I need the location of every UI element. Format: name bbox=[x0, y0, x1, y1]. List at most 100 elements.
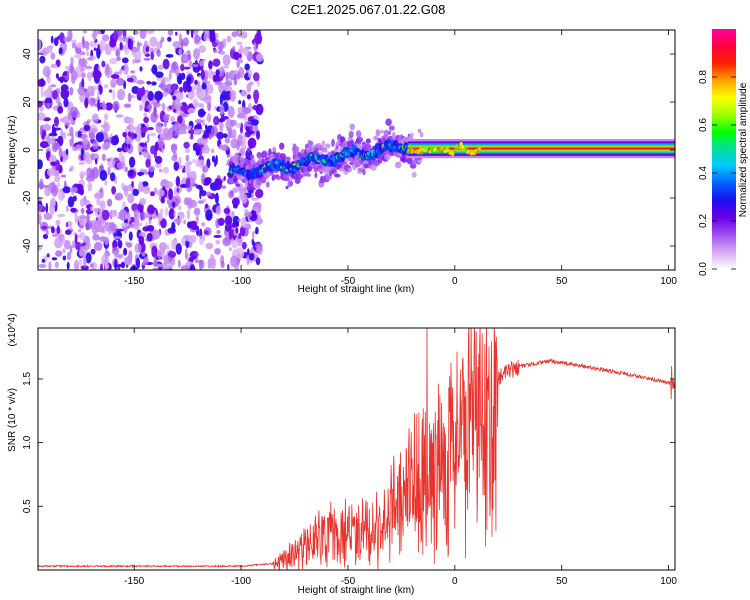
heatmap-cell bbox=[50, 63, 58, 69]
heatmap-cell bbox=[143, 256, 149, 265]
heatmap-cell bbox=[56, 225, 60, 235]
heatmap-cell bbox=[126, 77, 134, 83]
heatmap-cell bbox=[81, 72, 86, 79]
heatmap-cell bbox=[418, 149, 422, 152]
heatmap-cell bbox=[175, 176, 181, 187]
heatmap-cell bbox=[113, 236, 122, 240]
heatmap-cell bbox=[255, 188, 264, 199]
heatmap-cell bbox=[142, 146, 148, 150]
snr-y-multiplier: (x10^4) bbox=[7, 313, 18, 346]
x-tick-label: 50 bbox=[556, 576, 568, 587]
heatmap-cell bbox=[167, 30, 174, 36]
heatmap-cell bbox=[242, 133, 247, 145]
heatmap-cell bbox=[152, 229, 161, 240]
heatmap-cell bbox=[102, 142, 109, 151]
heatmap-cell bbox=[107, 166, 111, 176]
heatmap-cell bbox=[294, 146, 299, 154]
heatmap-cell bbox=[204, 177, 212, 185]
heatmap-cell bbox=[177, 205, 182, 210]
heatmap-cell bbox=[156, 189, 165, 197]
colorbar-ticks: 0.0 0.2 0.4 0.6 0.8 bbox=[698, 70, 736, 276]
heatmap-cell bbox=[85, 120, 90, 125]
heatmap-cell bbox=[256, 210, 259, 216]
heatmap-cell bbox=[39, 55, 46, 64]
heatmap-cell bbox=[139, 104, 144, 112]
heatmap-cell bbox=[232, 46, 236, 51]
heatmap-cell bbox=[385, 118, 392, 126]
heatmap-cell bbox=[192, 146, 201, 152]
heatmap-cell bbox=[59, 32, 65, 43]
heatmap-cell bbox=[89, 41, 97, 48]
heatmap-cell bbox=[170, 239, 178, 250]
heatmap-cell bbox=[93, 241, 103, 251]
heatmap-cell bbox=[203, 230, 209, 235]
heatmap-cell bbox=[379, 130, 386, 134]
heatmap-cell bbox=[212, 74, 217, 83]
heatmap-cell bbox=[76, 42, 83, 49]
heatmap-cell bbox=[189, 264, 196, 270]
heatmap-cell bbox=[79, 231, 86, 241]
heatmap-cell bbox=[162, 166, 169, 174]
heatmap-cell bbox=[229, 119, 237, 127]
heatmap-cell bbox=[224, 137, 231, 144]
heatmap-cell bbox=[434, 147, 438, 150]
heatmap-cell bbox=[119, 209, 127, 221]
heatmap-cell bbox=[47, 45, 54, 49]
heatmap-cell bbox=[92, 70, 102, 80]
heatmap-cell bbox=[139, 30, 147, 39]
heatmap-cell bbox=[203, 165, 209, 173]
heatmap-cell bbox=[104, 113, 108, 121]
heatmap-cell bbox=[41, 258, 46, 263]
heatmap-cell bbox=[143, 150, 149, 159]
heatmap-cell bbox=[145, 30, 155, 35]
heatmap-cell bbox=[104, 264, 108, 270]
colorbar-gradient bbox=[712, 29, 736, 269]
heatmap-cell bbox=[116, 77, 125, 86]
heatmap-cell bbox=[155, 71, 164, 78]
heatmap-cell bbox=[93, 193, 101, 199]
heatmap-cell bbox=[73, 54, 82, 59]
heatmap-cell bbox=[222, 54, 231, 66]
heatmap-cell bbox=[38, 246, 43, 251]
heatmap-cell bbox=[110, 74, 120, 79]
heatmap-cell bbox=[355, 130, 362, 138]
heatmap-cell bbox=[168, 69, 172, 80]
heatmap-cell bbox=[151, 81, 157, 86]
heatmap-cell bbox=[228, 247, 232, 252]
heatmap-cell bbox=[83, 151, 91, 163]
heatmap-cell bbox=[40, 86, 44, 98]
heatmap-cell bbox=[417, 159, 422, 164]
heatmap-cell bbox=[241, 241, 247, 250]
heatmap-cell bbox=[90, 263, 94, 268]
heatmap-cell bbox=[50, 52, 56, 60]
heatmap-cell bbox=[104, 247, 108, 260]
heatmap-cell bbox=[272, 146, 277, 153]
heatmap-cell bbox=[321, 140, 325, 147]
heatmap-cell bbox=[136, 40, 140, 52]
heatmap-cell bbox=[349, 153, 356, 158]
heatmap-cell bbox=[123, 103, 132, 108]
heatmap-cell bbox=[53, 184, 58, 189]
heatmap-cell bbox=[232, 215, 240, 226]
heatmap-cell bbox=[38, 39, 42, 50]
heatmap-cell bbox=[46, 168, 56, 177]
heatmap-cell bbox=[51, 135, 56, 144]
heatmap-cell bbox=[239, 53, 242, 59]
heatmap-cell bbox=[50, 206, 54, 216]
heatmap-cell bbox=[145, 46, 150, 53]
heatmap-cell bbox=[100, 215, 103, 223]
heatmap-cell bbox=[183, 141, 190, 149]
heatmap-cell bbox=[71, 70, 78, 81]
heatmap-cell bbox=[143, 57, 151, 61]
x-tick-label: 100 bbox=[660, 276, 677, 287]
heatmap-cell bbox=[101, 254, 109, 266]
heatmap-cell bbox=[130, 94, 136, 99]
heatmap-cell bbox=[187, 55, 192, 61]
heatmap-cell bbox=[219, 119, 224, 132]
heatmap-cell bbox=[51, 257, 58, 261]
heatmap-cell bbox=[80, 245, 89, 251]
heatmap-cell bbox=[255, 103, 264, 115]
heatmap-cell bbox=[186, 84, 192, 93]
heatmap-cell bbox=[393, 140, 399, 146]
heatmap-cell bbox=[146, 232, 153, 242]
